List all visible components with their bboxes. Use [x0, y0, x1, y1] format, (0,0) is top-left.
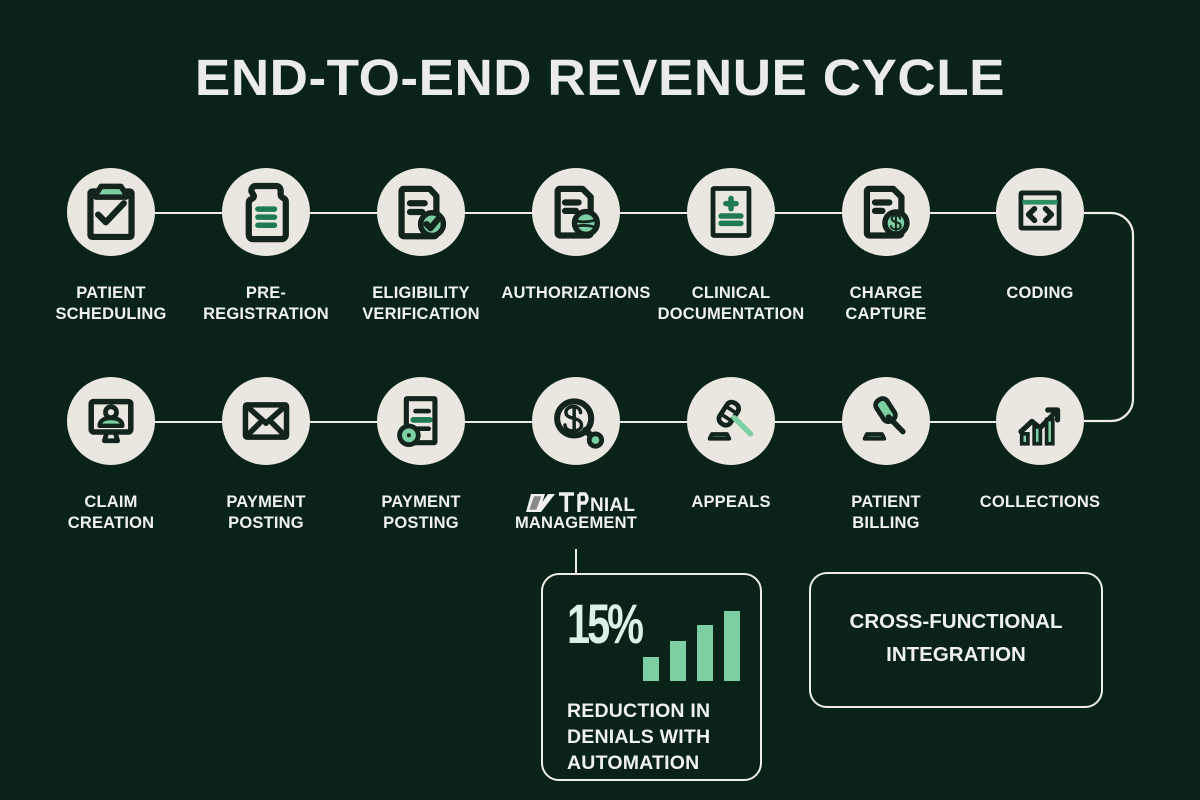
- svg-text:NIAL: NIAL: [590, 495, 635, 516]
